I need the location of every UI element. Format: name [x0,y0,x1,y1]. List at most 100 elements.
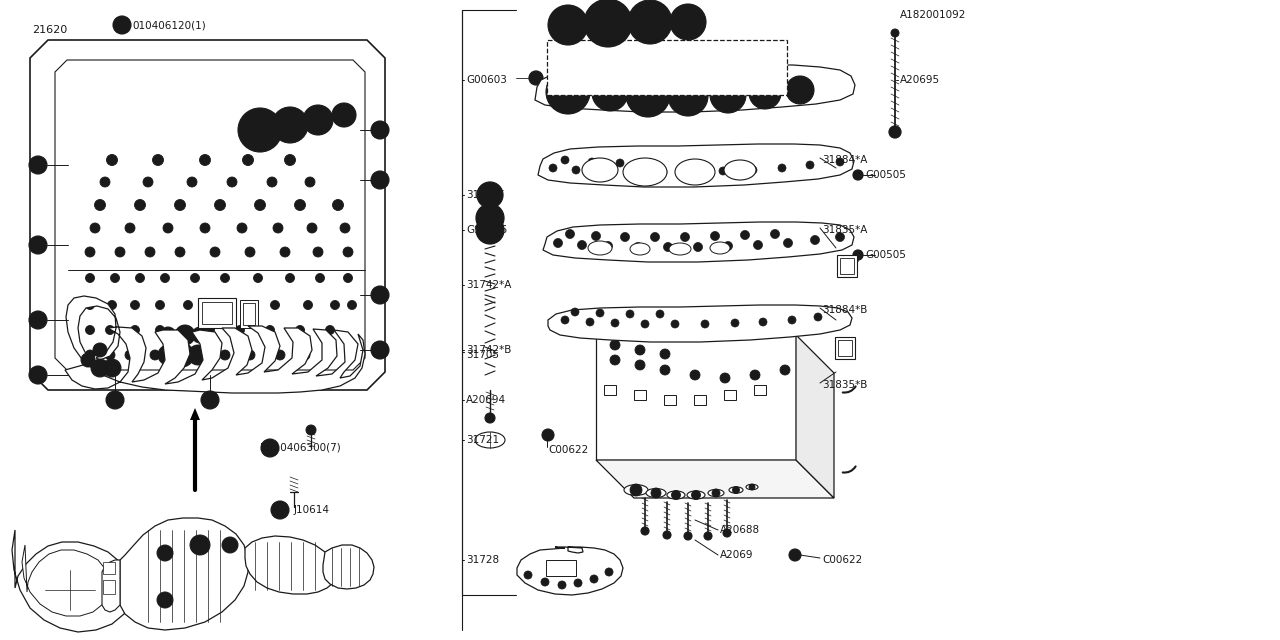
Circle shape [81,353,95,367]
Circle shape [691,490,700,499]
Circle shape [200,223,210,233]
Text: A20688: A20688 [721,525,760,535]
Ellipse shape [623,158,667,186]
Circle shape [300,350,310,360]
Circle shape [723,241,732,250]
Circle shape [332,103,356,127]
Circle shape [296,326,305,335]
Circle shape [152,154,164,166]
Circle shape [558,581,566,589]
Ellipse shape [667,491,685,499]
Circle shape [749,484,755,490]
Circle shape [635,345,645,355]
Circle shape [285,273,294,282]
Circle shape [756,84,774,102]
Text: 21620: 21620 [32,25,68,35]
Circle shape [164,331,173,339]
Circle shape [663,243,672,252]
Circle shape [657,310,664,318]
Circle shape [275,350,285,360]
Circle shape [719,167,727,175]
Circle shape [343,273,352,282]
Circle shape [549,164,557,172]
Circle shape [628,0,672,44]
Circle shape [93,343,108,357]
Circle shape [91,359,109,377]
Circle shape [577,241,586,250]
Circle shape [663,531,671,539]
Circle shape [836,158,844,166]
Circle shape [242,154,253,166]
Text: C00622: C00622 [822,555,863,565]
Text: ②: ② [375,125,384,135]
Polygon shape [29,40,385,390]
Circle shape [314,247,323,257]
Circle shape [192,327,209,343]
Circle shape [201,391,219,409]
Circle shape [347,301,357,310]
Circle shape [671,320,678,328]
Bar [547,560,576,576]
Circle shape [524,571,532,579]
Circle shape [270,301,279,310]
Circle shape [586,318,594,326]
Circle shape [227,177,237,187]
Circle shape [157,345,178,365]
Circle shape [561,316,570,324]
Circle shape [650,232,659,241]
Circle shape [170,343,195,367]
Circle shape [189,535,210,555]
Text: G00603: G00603 [466,75,507,85]
Circle shape [590,575,598,583]
Polygon shape [535,65,855,112]
Circle shape [588,158,596,166]
Polygon shape [12,530,132,632]
Ellipse shape [646,488,666,497]
Circle shape [481,221,499,239]
Circle shape [155,301,165,310]
Ellipse shape [724,160,756,180]
Circle shape [718,85,737,105]
Circle shape [265,326,274,335]
Circle shape [157,545,173,561]
Circle shape [591,232,600,241]
Text: ①: ① [375,175,384,185]
Circle shape [303,105,333,135]
Circle shape [806,161,814,169]
Circle shape [210,301,219,310]
Circle shape [90,223,100,233]
Circle shape [710,232,719,241]
Circle shape [605,568,613,576]
Circle shape [611,319,620,327]
Circle shape [310,112,326,128]
Bar [102,562,115,574]
Circle shape [723,529,731,537]
Circle shape [684,532,692,540]
Circle shape [371,121,389,139]
Text: ②: ② [33,315,42,325]
Circle shape [273,107,308,143]
Circle shape [634,243,643,252]
Text: 31705: 31705 [466,350,499,360]
Ellipse shape [687,491,705,499]
Text: C00622: C00622 [548,445,589,455]
Circle shape [371,171,389,189]
Circle shape [616,159,625,167]
Bar [724,390,736,400]
Circle shape [110,273,119,282]
Circle shape [630,484,643,496]
Bar [664,395,676,405]
Circle shape [29,236,47,254]
Circle shape [628,168,637,176]
Circle shape [710,77,746,113]
Circle shape [481,209,499,227]
Circle shape [86,301,95,310]
Circle shape [115,247,125,257]
Circle shape [754,241,763,250]
Circle shape [106,154,118,166]
Bar [634,390,646,400]
Circle shape [174,200,186,211]
Circle shape [340,223,349,233]
Text: 31835*B: 31835*B [822,380,868,390]
Circle shape [814,313,822,321]
